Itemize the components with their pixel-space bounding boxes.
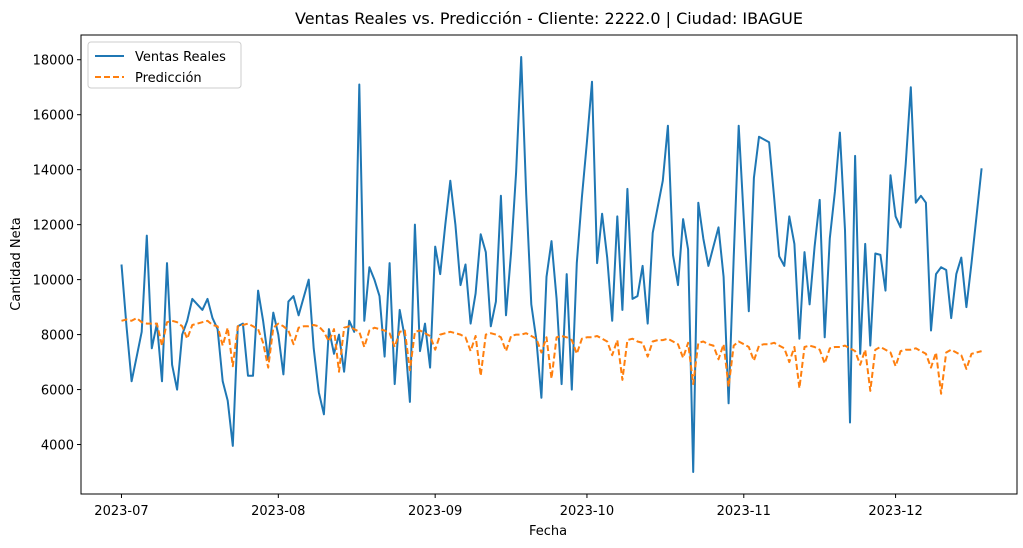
legend: Ventas Reales Predicción — [87, 41, 242, 89]
series-line-ventas-reales — [120, 56, 983, 473]
y-tick-label: 12000 — [33, 219, 74, 234]
legend-box — [87, 41, 242, 89]
y-tick-label: 4000 — [41, 439, 74, 454]
y-tick-label: 14000 — [33, 164, 74, 179]
legend-label-prediccion: Predicción — [135, 71, 202, 86]
x-tick-label: 2023-12 — [868, 504, 922, 519]
x-axis-title: Fecha — [529, 524, 567, 539]
y-axis: 4000 6000 8000 10000 12000 14000 16000 18000 — [33, 54, 81, 454]
chart-title: Ventas Reales vs. Predicción - Cliente: … — [295, 9, 803, 28]
legend-label-ventas-reales: Ventas Reales — [135, 50, 226, 65]
y-tick-label: 18000 — [33, 54, 74, 69]
series-layer — [120, 56, 983, 473]
plot-frame — [80, 34, 1018, 495]
x-tick-label: 2023-10 — [560, 504, 614, 519]
x-axis: 2023-07 2023-08 2023-09 2023-10 2023-11 2023-… — [94, 494, 923, 519]
y-tick-label: 10000 — [33, 274, 74, 289]
x-tick-label: 2023-11 — [717, 504, 771, 519]
x-tick-label: 2023-09 — [408, 504, 462, 519]
series-line-prediccion — [121, 317, 982, 395]
x-tick-label: 2023-07 — [94, 504, 148, 519]
x-tick-label: 2023-08 — [251, 504, 305, 519]
y-tick-label: 16000 — [33, 109, 74, 124]
y-tick-label: 8000 — [41, 329, 74, 344]
y-tick-label: 6000 — [41, 384, 74, 399]
y-axis-title: Cantidad Neta — [9, 217, 24, 310]
